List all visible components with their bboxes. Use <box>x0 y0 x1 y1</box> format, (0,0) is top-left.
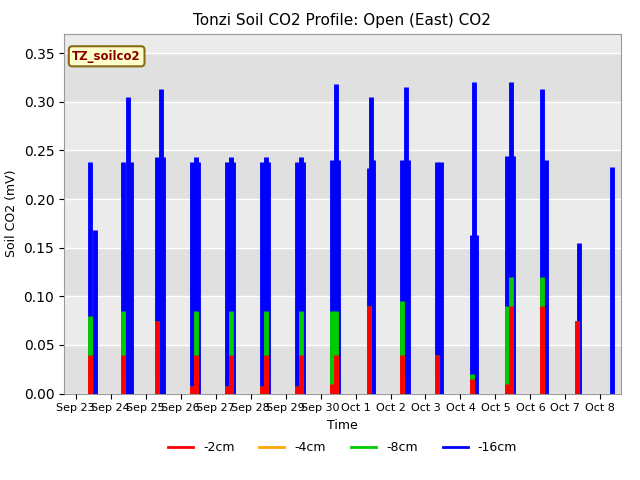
Text: TZ_soilco2: TZ_soilco2 <box>72 50 141 63</box>
Y-axis label: Soil CO2 (mV): Soil CO2 (mV) <box>5 170 18 257</box>
Legend: -2cm, -4cm, -8cm, -16cm: -2cm, -4cm, -8cm, -16cm <box>163 436 522 459</box>
Bar <box>64 199 621 248</box>
Bar <box>64 248 621 296</box>
X-axis label: Time: Time <box>327 419 358 432</box>
Bar <box>64 296 621 345</box>
Bar <box>64 53 621 102</box>
Bar <box>64 102 621 150</box>
Bar <box>64 345 621 394</box>
Title: Tonzi Soil CO2 Profile: Open (East) CO2: Tonzi Soil CO2 Profile: Open (East) CO2 <box>193 13 492 28</box>
Bar <box>64 150 621 199</box>
